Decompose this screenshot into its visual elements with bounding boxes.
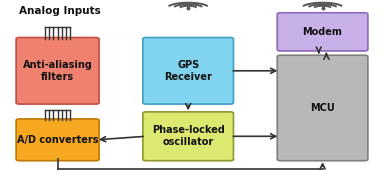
Text: A/D converters: A/D converters [17,135,98,145]
FancyBboxPatch shape [277,13,368,51]
FancyBboxPatch shape [143,112,233,161]
Text: GPS
Receiver: GPS Receiver [164,60,212,82]
FancyBboxPatch shape [16,38,99,104]
Text: MCU: MCU [310,103,335,113]
Text: Phase-locked
oscillator: Phase-locked oscillator [152,125,225,147]
FancyBboxPatch shape [143,38,233,104]
FancyBboxPatch shape [16,119,99,161]
Text: Analog Inputs: Analog Inputs [19,6,100,16]
FancyBboxPatch shape [277,55,368,161]
Text: Anti-aliasing
filters: Anti-aliasing filters [23,60,93,82]
Text: Modem: Modem [303,27,343,37]
